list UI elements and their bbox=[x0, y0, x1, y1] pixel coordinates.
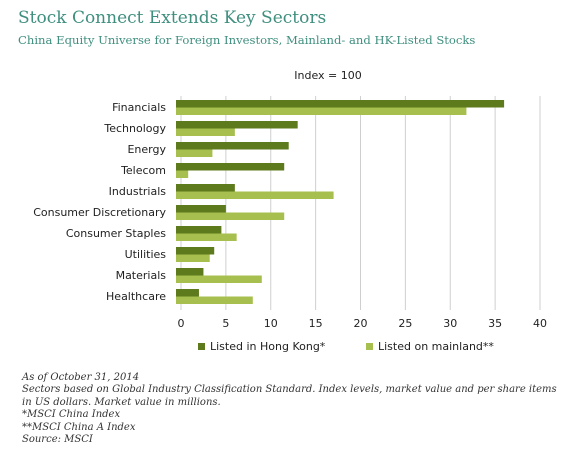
bar-hong-kong bbox=[176, 226, 222, 234]
category-label: Materials bbox=[116, 269, 167, 282]
x-tick-label: 40 bbox=[533, 317, 547, 330]
bar-mainland bbox=[176, 233, 237, 241]
note-date: As of October 31, 2014 bbox=[22, 372, 140, 383]
bar-hong-kong bbox=[176, 163, 285, 171]
category-label: Telecom bbox=[120, 164, 166, 177]
category-labels: Financials Technology Energy Telecom Industr… bbox=[33, 101, 166, 303]
bar-hong-kong bbox=[176, 142, 289, 150]
category-label: Healthcare bbox=[106, 290, 166, 303]
category-label: Consumer Staples bbox=[66, 227, 166, 240]
index-annotation: Index = 100 bbox=[294, 69, 362, 82]
x-tick-label: 0 bbox=[178, 317, 185, 330]
chart-subtitle: China Equity Universe for Foreign Invest… bbox=[18, 33, 476, 47]
category-label: Consumer Discretionary bbox=[33, 206, 166, 219]
bar-hong-kong bbox=[176, 205, 226, 213]
category-label: Industrials bbox=[109, 185, 167, 198]
footnotes: As of October 31, 2014 Sectors based on … bbox=[22, 372, 567, 446]
bar-mainland bbox=[176, 212, 285, 220]
bar-mainland bbox=[176, 128, 235, 136]
legend: Listed in Hong Kong* Listed on mainland*… bbox=[198, 340, 494, 353]
legend-swatch-hong-kong bbox=[198, 343, 205, 350]
x-tick-label: 35 bbox=[488, 317, 502, 330]
category-label: Financials bbox=[112, 101, 166, 114]
category-label: Energy bbox=[127, 143, 166, 156]
category-label: Technology bbox=[103, 122, 166, 135]
chart-title: Stock Connect Extends Key Sectors bbox=[18, 8, 327, 28]
note-msci-china-a: **MSCI China A Index bbox=[22, 421, 136, 433]
bar-hong-kong bbox=[176, 247, 215, 255]
x-tick-label: 30 bbox=[443, 317, 457, 330]
bar-mainland bbox=[176, 170, 189, 178]
legend-swatch-mainland bbox=[366, 343, 373, 350]
bars bbox=[176, 100, 505, 304]
bar-chart: Index = 100 Financials Technology Energy Te… bbox=[33, 69, 548, 353]
bar-mainland bbox=[176, 191, 334, 199]
x-tick-label: 20 bbox=[354, 317, 368, 330]
bar-mainland bbox=[176, 296, 253, 304]
x-tick-label: 25 bbox=[398, 317, 412, 330]
bar-hong-kong bbox=[176, 184, 235, 192]
category-label: Utilities bbox=[125, 248, 167, 261]
bar-mainland bbox=[176, 254, 210, 262]
x-tick-label: 10 bbox=[264, 317, 278, 330]
bar-mainland bbox=[176, 107, 467, 115]
note-source: Source: MSCI bbox=[22, 434, 93, 446]
plot-margin bbox=[176, 96, 181, 310]
note-msci-china: *MSCI China Index bbox=[22, 409, 121, 421]
note-methodology: Sectors based on Global Industry Classif… bbox=[22, 384, 557, 408]
x-tick-label: 15 bbox=[309, 317, 323, 330]
bar-hong-kong bbox=[176, 268, 204, 276]
bar-mainland bbox=[176, 149, 213, 157]
bar-hong-kong bbox=[176, 121, 298, 129]
legend-label-hong-kong: Listed in Hong Kong* bbox=[210, 340, 326, 353]
bar-mainland bbox=[176, 275, 262, 283]
x-tick-label: 5 bbox=[222, 317, 229, 330]
bar-hong-kong bbox=[176, 289, 199, 297]
legend-label-mainland: Listed on mainland** bbox=[378, 340, 494, 353]
bar-hong-kong bbox=[176, 100, 505, 108]
x-tick-labels: 0 5 10 15 20 25 30 35 40 bbox=[178, 317, 548, 330]
